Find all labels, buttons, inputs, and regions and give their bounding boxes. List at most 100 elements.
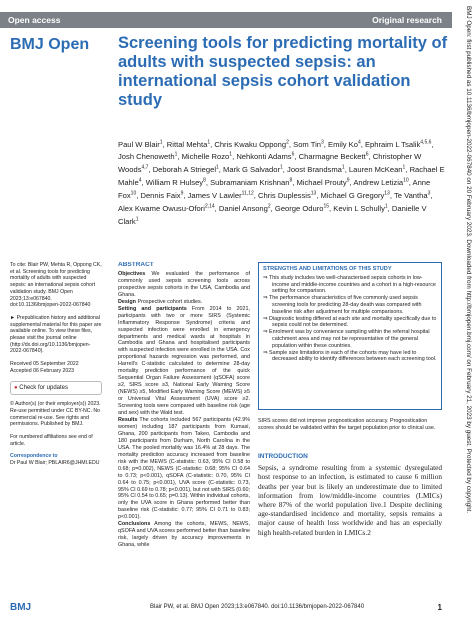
author: Charmagne Beckett6,	[298, 151, 373, 162]
author-affiliation: 1	[159, 139, 163, 145]
author-name: Daniel Ansong	[218, 204, 268, 214]
author-name: William R Hulsey	[145, 178, 204, 188]
author-affiliation: 1	[280, 164, 283, 171]
author-name: Paul W Blair	[118, 139, 160, 149]
author: Christopher W Woods4,7,	[118, 152, 422, 175]
author-name: Charmagne Beckett	[298, 152, 366, 162]
corr: Dr Paul W Blair; PBLAIR6@JHMI.EDU	[10, 460, 100, 467]
footer-logo: BMJ	[10, 602, 32, 613]
author-name: Rachael E Mahle	[118, 165, 445, 188]
author: Rachael E Mahle4,	[118, 165, 445, 188]
author: Deborah A Striegel1,	[152, 164, 224, 175]
author: Andrew Letizia10,	[353, 177, 413, 188]
author: Kevin L Schully1,	[333, 203, 392, 214]
abstract-text: From 2014 to 2021, participants with two…	[118, 305, 250, 417]
author-name: James V Lawler	[187, 191, 242, 201]
author-name: Danielle V Clark	[118, 204, 427, 227]
author-name: Michael Prouty	[296, 178, 347, 188]
author: Danielle V Clark1	[118, 204, 427, 226]
abstract-section: Objectives We evaluated the performance …	[118, 271, 250, 299]
author-name: Andrew Letizia	[353, 178, 404, 188]
received: Received 05 September 2022	[10, 361, 79, 368]
author-name: Kevin L Schully	[333, 204, 385, 214]
author: Mark G Salvador1,	[223, 164, 288, 175]
accepted: Accepted 06 February 2023	[10, 367, 75, 374]
side-note: BMJ Open: first published as 10.1136/bmj…	[465, 6, 472, 514]
author-affiliation: 3	[320, 139, 324, 145]
footer-citation: Blair PW, et al. BMJ Open 2023;13:e06784…	[150, 604, 365, 610]
abstract-section: Design Prospective cohort studies.	[118, 299, 250, 306]
author-affiliation: 2	[286, 139, 289, 145]
abstract-label: Conclusions	[118, 521, 151, 528]
author-name: Nehkonti Adams	[236, 152, 292, 162]
author-affiliation: 1	[341, 164, 345, 171]
author-affiliation: 1	[216, 164, 219, 171]
author-affiliation: 1	[174, 151, 178, 158]
intro-text: Sepsis, a syndrome resulting from a syst…	[258, 463, 442, 537]
author: Michael G Gregory13,	[320, 190, 394, 201]
author-name: Lauren McKean	[348, 165, 403, 175]
journal-name: BMJ Open	[10, 36, 90, 53]
author: Chris Kwaku Oppong2,	[214, 139, 294, 149]
author-affiliation: 2	[267, 203, 271, 210]
author-name: Chris Duplessis	[258, 191, 311, 201]
author: Dennis Faix9,	[140, 190, 188, 201]
author: Nehkonti Adams6,	[236, 151, 299, 162]
author-affiliation: 10	[130, 190, 137, 197]
author-affiliation: 10	[403, 177, 409, 184]
author-name: Joost Brandsma	[287, 165, 342, 175]
abstract-label: Objectives	[118, 270, 146, 277]
author: Subramaniam Krishnan8,	[210, 177, 297, 188]
author: Anne Fox10,	[118, 178, 431, 201]
author-affiliation: 1	[229, 151, 233, 158]
abstract-text: We evaluated the performance of commonly…	[118, 270, 250, 298]
strengths-list: ⇒ This study includes two well-character…	[263, 275, 437, 363]
author: George Oduro15,	[274, 203, 334, 214]
author-name: Michelle Rozo	[181, 152, 230, 162]
author: Emily Ko4,	[328, 139, 365, 149]
sidebar: To cite: Blair PW, Mehta R, Oppong CK, e…	[10, 262, 102, 473]
abstract-text: The cohorts included 567 participants (4…	[118, 416, 250, 521]
author: Te Vantha3,	[393, 190, 433, 201]
author-affiliation: 1	[207, 139, 211, 145]
author-affiliation: 8	[289, 177, 293, 184]
author-name: Mark G Salvador	[223, 165, 281, 175]
author-affiliation: 1	[384, 203, 388, 210]
strength-text: Sample size limitations in each of the c…	[269, 349, 437, 363]
author: Rittal Mehta1,	[166, 139, 215, 149]
author-affiliation: 4,5,6	[420, 139, 432, 145]
author-affiliation: 13	[310, 190, 317, 197]
author-affiliation: 6	[291, 151, 295, 158]
author: Josh Chenoweth1,	[118, 151, 182, 162]
author-affiliation: 4,7	[141, 164, 149, 171]
strengths-title: STRENGTHS AND LIMITATIONS OF THIS STUDY	[263, 266, 392, 272]
introduction: INTRODUCTION Sepsis, a syndrome resultin…	[258, 452, 442, 537]
author-name: Ephraim L Tsalik	[364, 139, 421, 149]
author-name: Dennis Faix	[140, 191, 181, 201]
affiliations: For numbered affiliations see end of art…	[10, 434, 93, 447]
updates-badge[interactable]: ● Check for updates	[10, 380, 102, 396]
strength-text: This study includes two well-characteris…	[268, 274, 436, 295]
author: Ephraim L Tsalik4,5,6,	[364, 139, 434, 149]
author-name: Rittal Mehta	[166, 139, 208, 149]
author-affiliation: 2,14	[204, 203, 215, 210]
author-name: Subramaniam Krishnan	[210, 178, 290, 188]
abstract-heading: ABSTRACT	[118, 262, 154, 268]
prepub: ► Prepublication history and additional …	[10, 314, 102, 355]
author-affiliation: 9	[346, 177, 350, 184]
abstract: ABSTRACT Objectives We evaluated the per…	[118, 262, 250, 592]
abstract-continuation: SIRS scores did not improve prognosticat…	[258, 418, 436, 431]
author-name: Chris Kwaku Oppong	[214, 139, 287, 149]
page-number: 1	[437, 603, 442, 612]
strength-text: The performance characteristics of five …	[268, 295, 422, 315]
author: Chris Duplessis13,	[258, 190, 321, 201]
strength-item: ⇒ Diagnostic testing differed at each si…	[263, 315, 437, 329]
author-affiliation: 3	[427, 190, 431, 197]
author: Lauren McKean1,	[348, 164, 410, 175]
author-name: Michael G Gregory	[320, 191, 385, 201]
abstract-label: Results	[118, 416, 138, 423]
author: Som Tin3,	[293, 139, 328, 149]
author-name: Som Tin	[293, 139, 321, 149]
abstract-section: Setting and participants From 2014 to 20…	[118, 306, 250, 417]
